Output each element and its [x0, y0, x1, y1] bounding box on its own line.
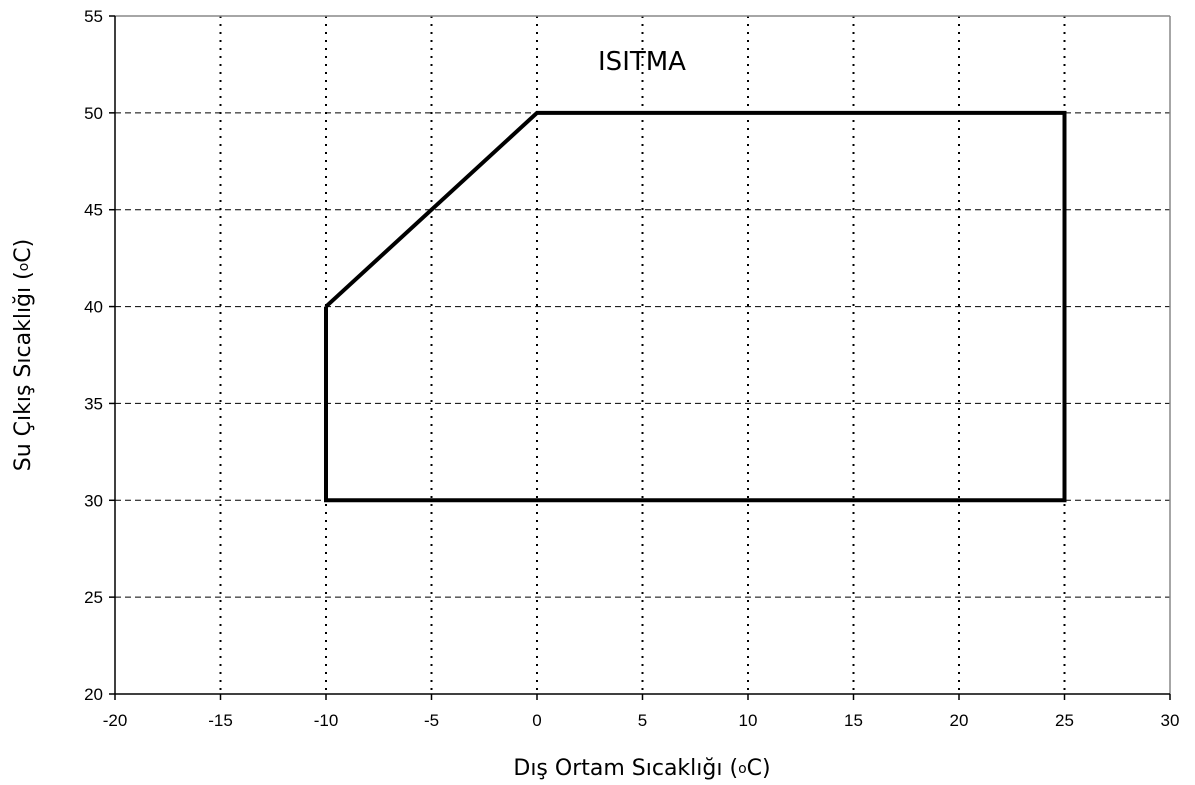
x-tick-label: 30	[1161, 711, 1180, 730]
operating-envelope-line	[324, 110, 1067, 503]
x-axis-unit-degree: o	[738, 761, 747, 777]
y-axis-unit-close: )	[11, 239, 36, 248]
x-tick-label: 5	[638, 711, 647, 730]
y-tick-label: 35	[84, 394, 103, 413]
x-axis-unit-close: )	[762, 756, 771, 781]
y-tick-label: 45	[84, 201, 103, 220]
axes	[109, 15, 1171, 700]
x-tick-label: -20	[103, 711, 128, 730]
x-tick-label: 0	[532, 711, 541, 730]
x-tick-label: -5	[424, 711, 439, 730]
x-tick-label: 20	[950, 711, 969, 730]
y-axis-title-text: Su Çıkış Sıcaklığı (	[11, 271, 36, 471]
x-tick-label: 15	[844, 711, 863, 730]
x-tick-label: -10	[314, 711, 339, 730]
y-tick-label: 20	[84, 685, 103, 704]
x-axis-title: Dış Ortam Sıcaklığı (oC)	[513, 756, 770, 781]
chart-title: ISITMA	[598, 47, 686, 77]
y-axis-unit-symbol: C	[11, 247, 36, 262]
x-axis-title-text: Dış Ortam Sıcaklığı (	[513, 756, 738, 781]
y-tick-label: 25	[84, 588, 103, 607]
y-tick-label: 30	[84, 491, 103, 510]
y-tick-label: 40	[84, 298, 103, 317]
x-tick-label: 10	[739, 711, 758, 730]
y-axis-title: Su Çıkış Sıcaklığı (oC)	[11, 239, 36, 472]
x-axis-unit-symbol: C	[747, 756, 762, 781]
tick-labels: -20 -15 -10 -5 0 5 10 15 20 25 30 20 25 30 35 40 45 50 55	[84, 7, 1179, 730]
y-tick-label: 55	[84, 7, 103, 26]
series-layer	[324, 110, 1067, 503]
x-tick-label: 25	[1055, 711, 1074, 730]
x-tick-label: -15	[208, 711, 233, 730]
y-axis-unit-degree: o	[16, 263, 32, 272]
y-tick-label: 50	[84, 104, 103, 123]
